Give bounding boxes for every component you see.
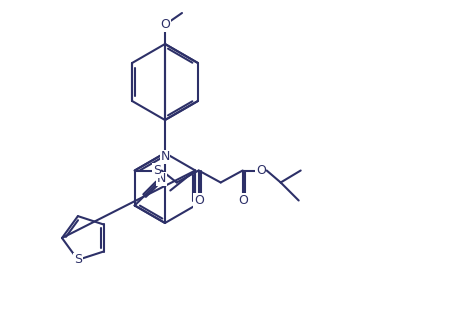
Text: S: S xyxy=(153,164,161,177)
Text: O: O xyxy=(256,164,266,177)
Text: O: O xyxy=(160,19,170,32)
Text: O: O xyxy=(238,194,248,207)
Text: S: S xyxy=(74,253,82,266)
Text: N: N xyxy=(160,151,170,163)
Text: O: O xyxy=(194,194,204,207)
Text: N: N xyxy=(157,172,166,185)
